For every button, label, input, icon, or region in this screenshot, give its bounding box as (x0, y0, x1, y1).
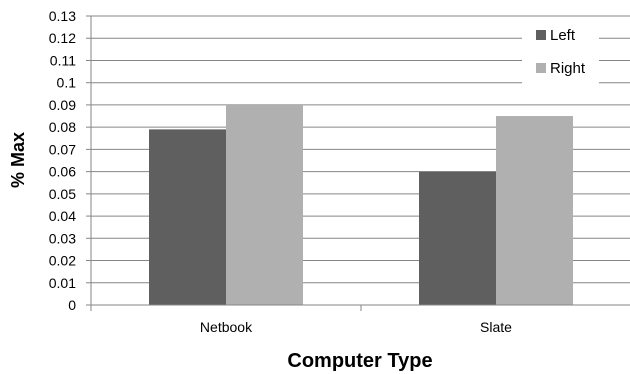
y-tick-label: 0 (68, 297, 76, 313)
x-tick-label: Netbook (200, 319, 253, 335)
y-tick-label: 0.09 (49, 97, 76, 113)
x-axis-ticks: Netbook Slate (90, 305, 512, 335)
y-axis-ticks: 0 0.01 0.02 0.03 0.04 0.05 0.06 0.07 0.08 0.09 0.1… (49, 8, 91, 313)
legend-swatch-left (536, 30, 546, 40)
y-tick-label: 0.06 (49, 164, 76, 180)
legend-label-left: Left (550, 27, 576, 44)
legend-swatch-right (536, 63, 546, 73)
y-tick-label: 0.07 (49, 141, 76, 157)
y-tick-label: 0.03 (49, 230, 76, 246)
bar-series (149, 104, 573, 306)
legend-label-right: Right (550, 60, 586, 77)
y-axis-title: % Max (8, 132, 28, 188)
legend: Left Right (522, 22, 599, 88)
y-tick-label: 0.11 (50, 52, 76, 68)
legend-background (522, 22, 599, 88)
bar-right-netbook (226, 104, 303, 305)
y-tick-label: 0.05 (49, 186, 76, 202)
y-tick-label: 0.1 (57, 75, 77, 91)
y-tick-label: 0.02 (49, 253, 76, 269)
x-tick-label: Slate (480, 319, 512, 335)
bar-left-netbook (149, 129, 226, 305)
y-tick-label: 0.04 (49, 208, 76, 224)
y-tick-label: 0.13 (49, 8, 76, 24)
bar-left-slate (419, 171, 496, 305)
y-tick-label: 0.12 (49, 30, 76, 46)
bar-right-slate (496, 116, 573, 306)
y-tick-label: 0.08 (49, 119, 76, 135)
x-axis-title: Computer Type (287, 350, 432, 372)
y-tick-label: 0.01 (49, 275, 76, 291)
